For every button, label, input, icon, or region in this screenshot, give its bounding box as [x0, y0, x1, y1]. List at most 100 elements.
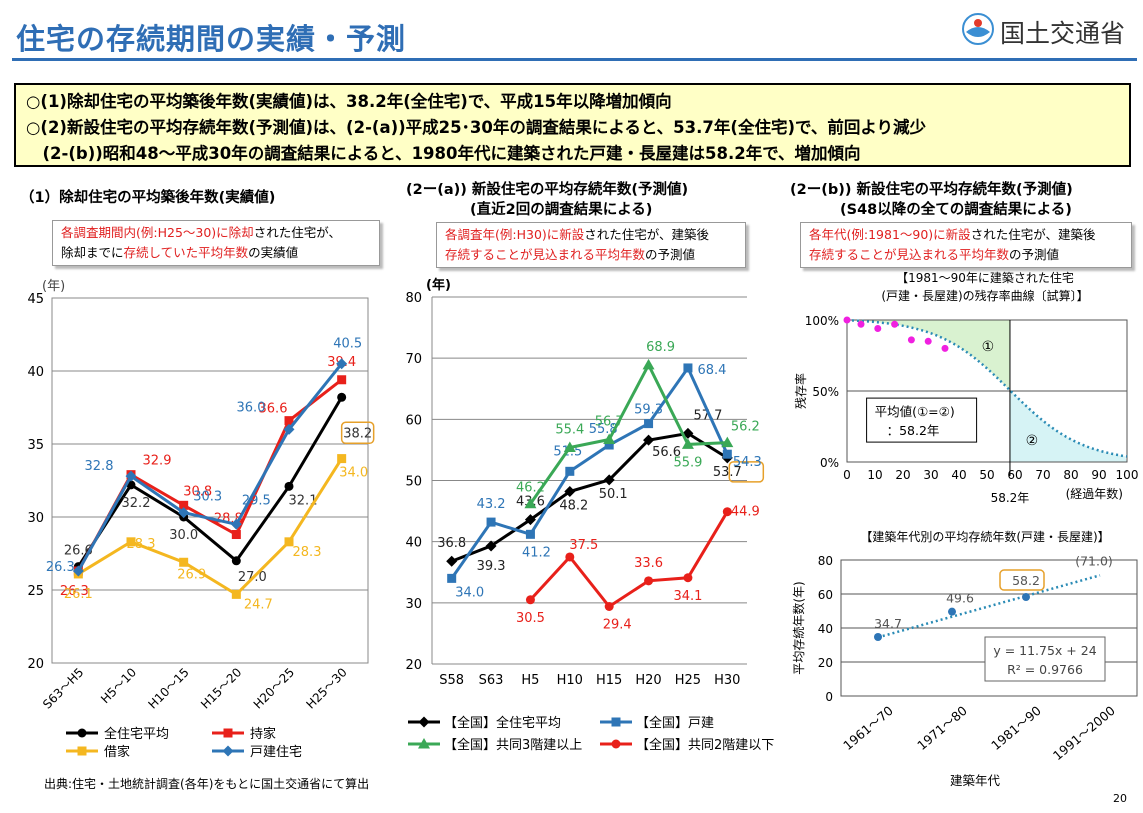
y-tick-label: 20 — [27, 657, 44, 672]
x-tick-label: S63 — [479, 673, 504, 688]
area-label: ① — [982, 339, 995, 355]
y-tick-label: 0 — [825, 690, 833, 704]
legend-label: 全住宅平均 — [104, 726, 169, 742]
highlight-box — [999, 569, 1045, 591]
trend-line — [877, 574, 1101, 639]
chart-lifespan-by-era: 【建築年代別の平均存続年数(戸建・長屋建)】 0 20 40 60 80 平均存続年数(年)… — [791, 529, 1138, 788]
data-label: 55.4 — [555, 422, 584, 437]
legend-label: 戸建住宅 — [250, 745, 302, 760]
data-point — [948, 607, 956, 616]
y-tick-label: 20 — [818, 656, 833, 670]
x-tick-label: H10～15 — [145, 665, 191, 711]
legend-label: 【全国】共同3階建以上 — [444, 737, 582, 753]
legend-marker — [611, 739, 621, 749]
note-part: された住宅が、 — [253, 225, 341, 240]
ministry-name: 国土交通省 — [1000, 19, 1126, 48]
x-tick-label: 70 — [1035, 468, 1050, 482]
data-point — [722, 507, 732, 517]
data-label: 68.9 — [646, 340, 675, 355]
series-line — [450, 364, 729, 580]
x-tick-label: H25～30 — [303, 665, 349, 711]
data-point — [643, 434, 655, 446]
data-label: 33.6 — [634, 556, 663, 571]
x-tick-label: H15～20 — [198, 665, 244, 711]
x-tick-label: 50 — [979, 468, 994, 482]
data-point — [683, 363, 693, 373]
series-line — [529, 361, 728, 505]
data-label: 57.7 — [693, 408, 722, 423]
data-label: 26.1 — [64, 587, 93, 602]
section2b-note: 各年代(例:1981～90)に新設された住宅が、建築後 存続することが見込まれる… — [800, 222, 1132, 268]
area-label: ② — [1026, 433, 1039, 449]
y-axis-label: (年) — [42, 279, 65, 294]
annotation-text: ：58.2年 — [887, 423, 940, 438]
data-label: 40.5 — [333, 337, 362, 352]
x-tick-label: S63～H5 — [40, 665, 86, 711]
x-tick-label: H5～10 — [98, 665, 139, 706]
y-tick-label: 60 — [405, 413, 422, 428]
legend-marker — [418, 716, 430, 728]
legend-label: 持家 — [250, 726, 276, 742]
data-label: 28.3 — [293, 545, 322, 560]
data-label: 38.2 — [343, 426, 372, 441]
data-point — [644, 419, 654, 429]
data-label: 30.0 — [169, 528, 198, 543]
legend-label: 借家 — [104, 744, 130, 760]
data-label: 53.7 — [713, 465, 742, 480]
data-label: 29.5 — [242, 493, 271, 508]
data-point — [336, 358, 348, 370]
data-point — [337, 375, 347, 385]
note-part: 各調査期間内(例:H25～30)に除却 — [61, 225, 254, 240]
legend-label: 【全国】戸建 — [636, 715, 714, 731]
data-point — [447, 573, 457, 583]
data-point — [179, 500, 189, 510]
data-point — [179, 557, 189, 567]
y-tick-label: 30 — [405, 597, 422, 612]
data-point — [485, 540, 497, 552]
data-label: 30.5 — [516, 611, 545, 626]
plot-area — [51, 297, 369, 664]
data-point — [231, 530, 241, 540]
data-point — [126, 537, 136, 547]
data-label: 36.8 — [437, 536, 466, 551]
section2a-heading: (2ー(a)) 新設住宅の平均存続年数(予測値) — [406, 182, 689, 198]
x-tick-label: 80 — [1063, 468, 1078, 482]
data-point — [230, 518, 242, 530]
legend-marker — [77, 728, 87, 738]
x-tick-label: 10 — [867, 468, 882, 482]
data-point — [283, 423, 295, 435]
source-note: 出典:住宅・土地統計調査(各年)をもとに国土交通省にて算出 — [44, 777, 370, 791]
highlight-box — [728, 461, 765, 483]
x-tick-label: 1961～70 — [840, 703, 896, 753]
x-tick-label: 40 — [951, 468, 966, 482]
summary-line: (2-(b))昭和48～平成30年の調査結果によると、1980年代に建築された戸… — [26, 144, 861, 163]
data-point — [284, 481, 294, 491]
y-tick-label: 40 — [27, 365, 44, 380]
summary-line: ○(1)除却住宅の平均築後年数(実績値)は、38.2年(全住宅)で、平成15年以… — [26, 92, 672, 111]
x-tick-label: 30 — [923, 468, 938, 482]
observed-point — [907, 336, 915, 344]
data-label: 34.7 — [874, 616, 902, 631]
page-title: 住宅の存続期間の実績・予測 — [16, 22, 407, 56]
legend-marker — [611, 717, 621, 727]
data-point — [604, 440, 614, 450]
data-label: 39.3 — [477, 559, 506, 574]
data-point — [446, 555, 458, 567]
data-point — [642, 358, 655, 370]
data-label: 37.5 — [569, 538, 598, 553]
y-tick-label: 30 — [27, 511, 44, 526]
annotation-text: 平均値(①=②) — [875, 404, 955, 419]
note-part: 各調査年(例:H30)に新設 — [445, 227, 585, 242]
data-label: 48.2 — [559, 499, 588, 514]
data-point — [284, 416, 294, 426]
area-1 — [847, 320, 1010, 390]
y-tick-label: 0% — [820, 456, 839, 470]
data-label: 54.3 — [733, 455, 762, 470]
x-tick-label: 0 — [843, 468, 851, 482]
observed-point — [941, 344, 949, 352]
data-label: (71.0) — [1075, 553, 1113, 568]
section1-note: 各調査期間内(例:H25～30)に除却された住宅が、 除却までに存続していた平均… — [52, 220, 380, 266]
data-point — [72, 565, 84, 577]
y-tick-label: 60 — [818, 588, 833, 602]
